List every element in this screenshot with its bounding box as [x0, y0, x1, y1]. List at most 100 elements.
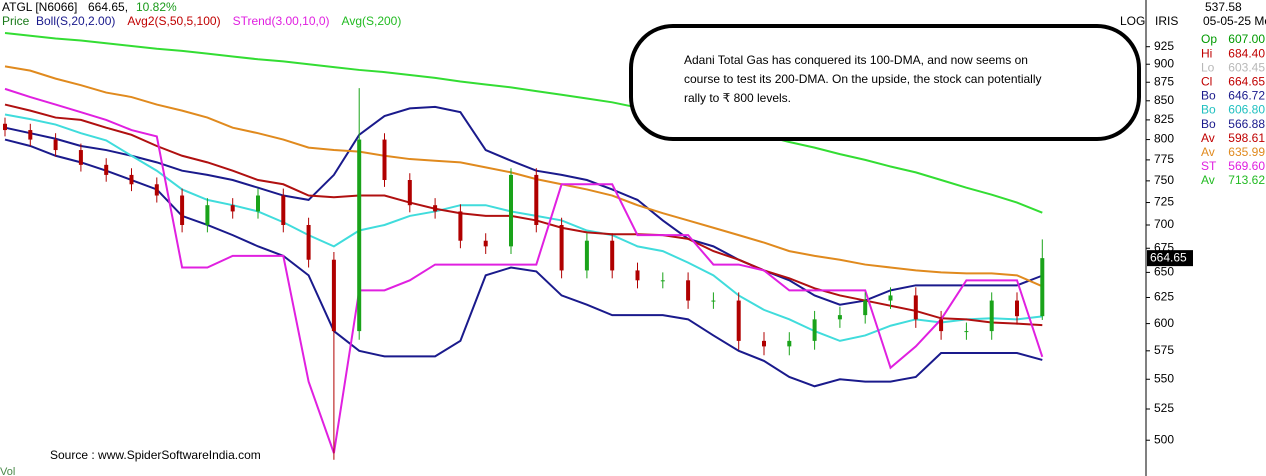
info-label: Bo — [1201, 117, 1216, 131]
legend-entry: Boll(S,20,2.00) — [36, 14, 115, 28]
y-tick-label: 625 — [1154, 290, 1174, 304]
plot-area — [3, 32, 1045, 460]
info-label: Hi — [1201, 46, 1212, 60]
candle-body — [256, 195, 260, 212]
candle-body — [736, 300, 741, 341]
candle-body — [483, 240, 488, 247]
cursor-value: 537.58 — [1205, 0, 1242, 14]
info-label: Av — [1201, 145, 1215, 159]
y-tick-label: 600 — [1154, 316, 1174, 330]
candle-body — [509, 174, 513, 247]
candle-body — [534, 174, 539, 225]
y-tick-label: 575 — [1154, 343, 1174, 357]
indicator-line — [4, 32, 1043, 214]
candle-body — [407, 180, 412, 206]
info-value: 603.45 — [1228, 60, 1265, 74]
candle-body — [331, 259, 336, 332]
y-tick-label: 775 — [1154, 152, 1174, 166]
candle-body — [104, 164, 109, 175]
candle-body — [787, 340, 792, 347]
candle-body — [837, 315, 842, 320]
y-tick-label: 900 — [1154, 56, 1174, 70]
info-label: Cl — [1201, 74, 1212, 88]
candle-body — [382, 139, 387, 181]
price-legend: Price — [2, 14, 30, 28]
y-tick-label: 500 — [1154, 432, 1174, 446]
scale-label: LOG — [1120, 14, 1145, 28]
info-value: 713.62 — [1228, 173, 1265, 187]
info-label: Bo — [1201, 89, 1216, 103]
candle-body — [230, 205, 235, 212]
candle-body — [762, 340, 766, 347]
candle-body — [812, 319, 817, 341]
legend-entry: STrend(3.00,10,0) — [233, 14, 330, 28]
candle-body — [53, 139, 58, 151]
info-value: 607.00 — [1228, 32, 1265, 46]
y-tick-label: 825 — [1154, 112, 1174, 126]
info-value: 569.60 — [1228, 159, 1265, 173]
info-label: Av — [1201, 131, 1215, 145]
candle-body — [1015, 300, 1019, 317]
panel-label: IRIS — [1155, 14, 1178, 28]
candle-body — [660, 280, 665, 282]
candle-body — [584, 240, 589, 271]
candle-body — [635, 270, 640, 281]
last-price-tag-bg — [1147, 250, 1193, 267]
source: Source : www.SpiderSoftwareIndia.com — [50, 448, 261, 462]
info-value: 606.80 — [1228, 103, 1265, 117]
candle-body — [913, 295, 918, 320]
indicator-line — [4, 87, 1044, 454]
candle-body — [559, 224, 564, 271]
candle-body — [939, 319, 944, 332]
y-tick-label: 925 — [1154, 39, 1174, 53]
info-value: 664.65 — [1228, 74, 1265, 88]
info-label: Op — [1201, 32, 1217, 46]
info-label: Lo — [1201, 60, 1215, 74]
header-change: 10.82% — [136, 0, 177, 14]
y-tick-label: 875 — [1154, 74, 1174, 88]
y-tick-label: 750 — [1154, 173, 1174, 187]
legend-entry: Avg2(S,50,5,100) — [127, 14, 220, 28]
candle-body — [610, 240, 615, 271]
candle-body — [1040, 258, 1045, 317]
candle-body — [711, 300, 716, 302]
candle-body — [357, 139, 362, 332]
symbol: ATGL [N6066] — [2, 0, 77, 14]
legend-entry: Avg(S,200) — [342, 14, 402, 28]
candle-body — [28, 130, 33, 140]
y-tick-label: 700 — [1154, 217, 1174, 231]
y-tick-label: 850 — [1154, 93, 1174, 107]
candle-body — [888, 295, 893, 301]
annotation-line: Adani Total Gas has conquered its 100-DM… — [684, 53, 1028, 67]
info-label: Bo — [1201, 103, 1216, 117]
annotation-line: rally to ₹ 800 levels. — [684, 91, 791, 105]
candle-body — [78, 150, 83, 165]
candle-body — [205, 205, 210, 225]
y-tick-label: 525 — [1154, 401, 1174, 415]
candle-body — [180, 195, 185, 225]
indicator-line — [4, 138, 1043, 388]
candle-body — [964, 331, 969, 333]
indicator-line — [4, 65, 1043, 288]
info-value: 646.72 — [1228, 89, 1265, 103]
legend: Boll(S,20,2.00) Avg2(S,50,5,100) STrend(3.… — [36, 14, 401, 28]
candle-body — [686, 280, 691, 301]
date: 05-05-25 Mo — [1203, 14, 1266, 28]
candle-body — [989, 300, 994, 332]
annotation-box — [629, 24, 1141, 141]
candle-body — [3, 123, 7, 131]
annotation-line: course to test its 200-DMA. On the upsid… — [684, 72, 1042, 86]
info-label: Av — [1201, 173, 1215, 187]
y-tick-label: 725 — [1154, 195, 1174, 209]
info-label: ST — [1201, 159, 1217, 173]
info-value: 598.61 — [1228, 131, 1265, 145]
candle-body — [306, 224, 311, 260]
y-tick-label: 550 — [1154, 371, 1174, 385]
candle-body — [129, 174, 134, 185]
last-price-tag: 664.65 — [1150, 250, 1187, 264]
info-value: 635.99 — [1228, 145, 1265, 159]
y-tick-label: 800 — [1154, 132, 1174, 146]
y-tick-label: 650 — [1154, 265, 1174, 279]
candle-body — [458, 211, 463, 241]
